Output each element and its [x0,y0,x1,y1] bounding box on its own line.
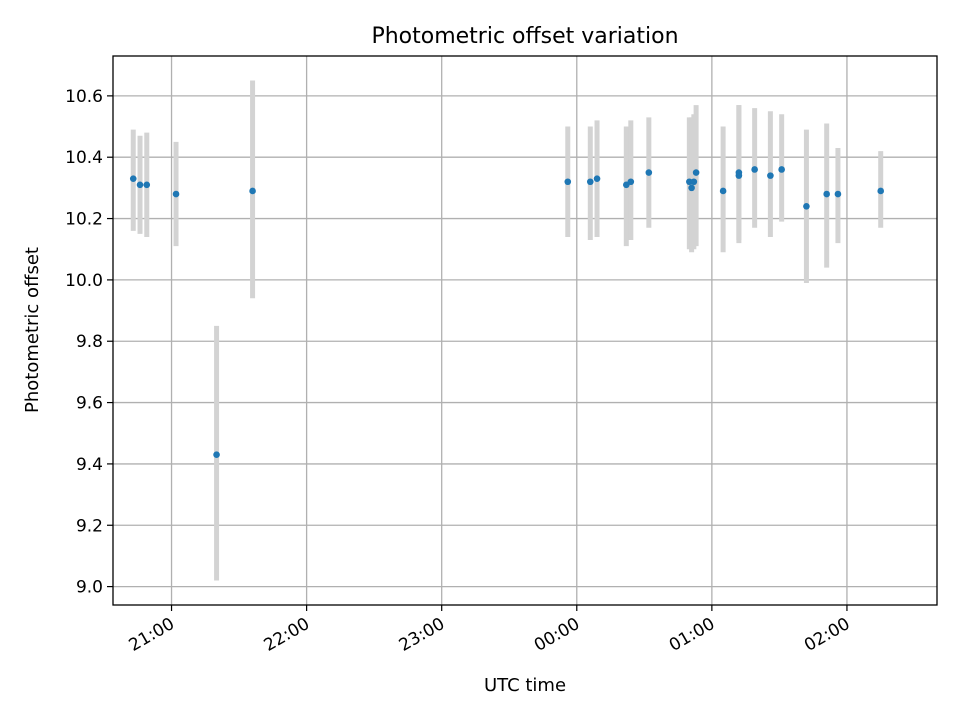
data-point [249,187,256,195]
y-axis-ticks: 9.0 9.2 9.4 9.6 9.8 10.0 10.2 10.4 10.6 [65,87,113,598]
y-tick-label: 9.0 [76,578,103,598]
data-point [645,169,653,176]
y-tick-label: 9.4 [76,455,103,475]
y-axis-label: Photometric offset [22,247,43,413]
y-tick-label: 9.2 [76,516,103,536]
data-point [834,190,842,198]
data-point [213,451,220,459]
x-axis-label: UTC time [484,675,566,696]
data-point [690,178,698,186]
data-point [778,166,785,173]
data-point [627,178,635,186]
data-point [143,181,151,189]
data-point [586,178,594,186]
data-point [688,184,695,192]
data-point [564,178,572,186]
data-point [692,169,700,176]
data-point [767,172,774,179]
y-tick-label: 10.4 [65,148,103,168]
y-tick-label: 9.6 [76,394,103,414]
data-point [877,187,885,195]
chart-title: Photometric offset variation [371,24,678,49]
data-point [823,190,830,198]
y-tick-label: 10.0 [65,271,103,291]
data-point [172,190,180,198]
data-point [719,187,727,195]
data-point [803,202,810,210]
data-point [129,175,137,182]
y-tick-label: 9.8 [76,332,103,352]
data-point [593,175,601,182]
data-point [751,166,758,173]
y-tick-label: 10.2 [65,210,103,230]
y-tick-label: 10.6 [65,87,103,107]
data-point [136,181,144,189]
data-point [735,169,743,176]
plot-frame [112,55,938,606]
data-points [129,166,885,459]
